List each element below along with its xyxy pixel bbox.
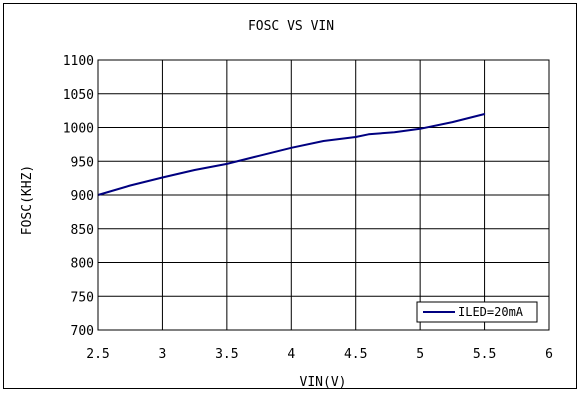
- data-point: [161, 176, 164, 179]
- x-axis-label: VIN(V): [300, 375, 347, 390]
- data-point: [226, 163, 228, 165]
- y-tick-label: 800: [71, 257, 94, 272]
- data-point: [194, 169, 196, 171]
- x-tick-label: 5: [416, 347, 424, 362]
- y-tick-label: 850: [71, 223, 94, 238]
- data-point: [393, 131, 395, 133]
- data-point: [483, 113, 486, 115]
- data-point: [258, 155, 260, 157]
- y-tick-label: 1000: [63, 122, 94, 137]
- chart-title: FOSC VS VIN: [248, 19, 334, 34]
- data-point: [355, 136, 357, 138]
- grid: [97, 59, 550, 331]
- y-tick-labels: 700 750 800 850 900 950 1000 1050 1100: [63, 54, 94, 339]
- y-axis-label: FOSC(KHZ): [20, 165, 35, 235]
- x-tick-label: 2.5: [86, 347, 109, 362]
- x-tick-labels: 2.5 3 3.5 4 4.5 5 5.5 6: [86, 347, 553, 362]
- data-point: [419, 128, 421, 130]
- data-point: [322, 140, 325, 142]
- plot-area: [97, 59, 550, 331]
- y-tick-label: 1050: [63, 88, 94, 103]
- data-point: [290, 147, 292, 149]
- y-tick-label: 950: [71, 155, 94, 170]
- data-point: [368, 133, 370, 135]
- legend-box: [416, 301, 538, 323]
- x-tick-label: 6: [545, 347, 553, 362]
- legend: ILED=20mA: [416, 301, 538, 323]
- x-tick-label: 4: [287, 347, 295, 362]
- chart-frame: [3, 3, 577, 389]
- data-point: [451, 121, 453, 123]
- y-tick-label: 700: [71, 324, 94, 339]
- y-tick-label: 1100: [63, 54, 94, 69]
- x-tick-label: 3.5: [215, 347, 238, 362]
- data-point: [129, 184, 131, 187]
- x-tick-label: 3: [159, 347, 167, 362]
- y-tick-label: 900: [71, 189, 94, 204]
- x-tick-label: 4.5: [344, 347, 367, 362]
- y-tick-label: 750: [71, 290, 94, 305]
- series-line-0: [97, 113, 485, 196]
- x-tick-label: 5.5: [473, 347, 496, 362]
- legend-label: ILED=20mA: [458, 305, 524, 319]
